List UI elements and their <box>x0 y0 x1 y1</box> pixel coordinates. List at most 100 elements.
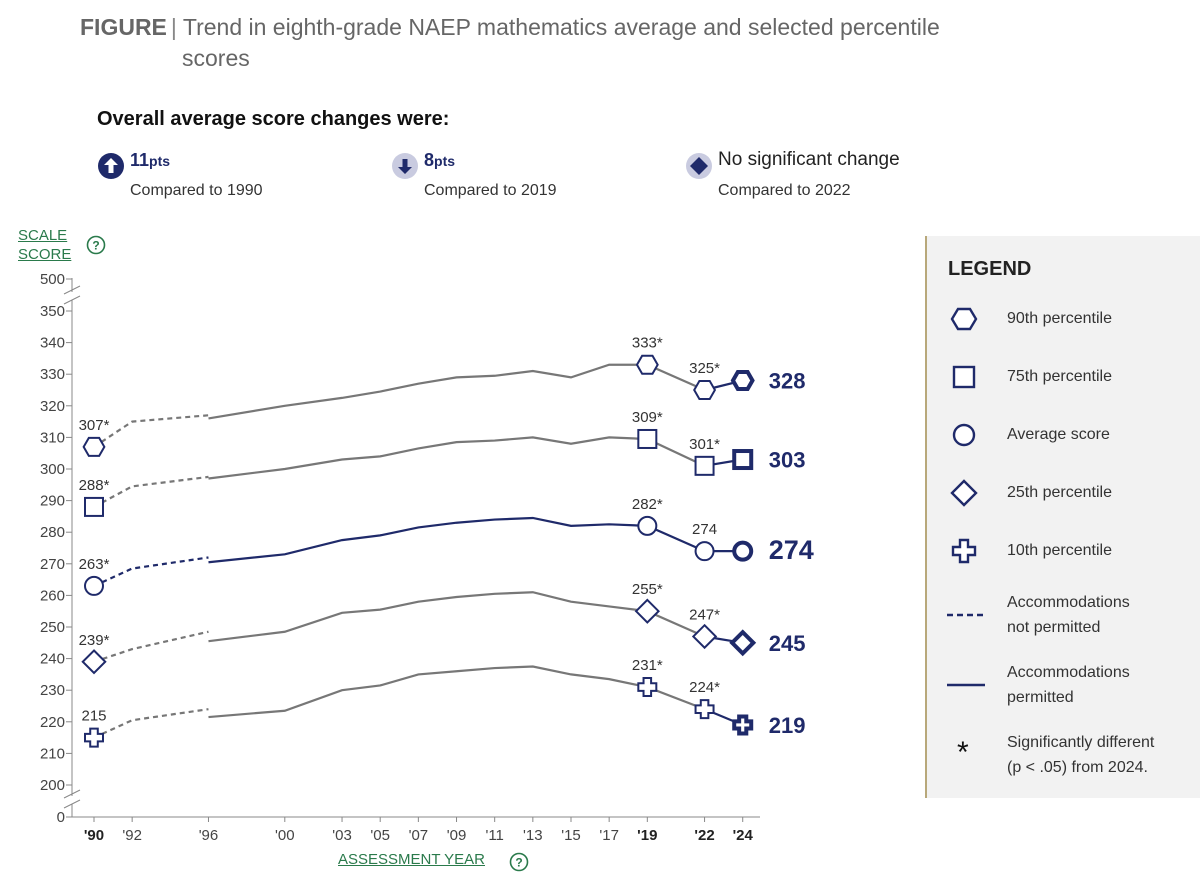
final-label-75th-percentile: 303 <box>769 448 806 473</box>
figure-title: FIGURE | Trend in eighth-grade NAEP mathem… <box>80 12 940 74</box>
x-tick-label: '17 <box>599 827 619 844</box>
y-tick-label: 200 <box>40 777 65 794</box>
y-tick-label: 260 <box>40 587 65 604</box>
series-line-acc-10th-percentile <box>208 665 705 719</box>
change-value-2019: 8pts <box>424 150 456 170</box>
figure-label: FIGURE <box>80 14 167 40</box>
down-arrow-icon <box>392 153 418 179</box>
marker-75th-percentile-2022 <box>694 455 715 476</box>
y-tick-label: 350 <box>40 303 65 320</box>
y-tick-label: 210 <box>40 745 65 762</box>
marker-average-score-1990 <box>84 575 104 596</box>
axis-break-mark <box>63 789 81 799</box>
data-label-10th-percentile-2022: 224* <box>689 679 720 696</box>
marker-average-score-2022 <box>694 541 715 562</box>
x-tick-label: '05 <box>370 827 390 844</box>
summary-heading: Overall average score changes were: <box>97 108 450 130</box>
data-label-25th-percentile-1990: 239* <box>79 632 110 649</box>
y-tick-label: 0 <box>57 809 65 826</box>
line-chart: 0 200 210 220 230 240 250 260 270 280 290 300 310 320… <box>40 271 814 844</box>
marker-25th-percentile-2022 <box>691 623 718 650</box>
x-tick-label: '90 <box>84 827 104 844</box>
title-separator: | <box>170 14 177 40</box>
y-tick-label: 250 <box>40 619 65 636</box>
x-tick-label: '13 <box>523 827 543 844</box>
marker-25th-percentile-1990 <box>81 649 107 675</box>
change-value-1990: 11pts <box>130 150 171 170</box>
data-label-90th-percentile-1990: 307* <box>79 417 110 434</box>
compared-1990: Compared to 1990 <box>130 182 263 199</box>
y-tick-label: 340 <box>40 335 65 352</box>
marker-75th-percentile-2024 <box>732 449 754 471</box>
series-line-acc-average-score <box>208 516 706 564</box>
y-tick-label: 320 <box>40 398 65 415</box>
y-tick-label: 500 <box>40 271 65 288</box>
marker-90th-percentile-1990 <box>82 436 106 457</box>
final-label-90th-percentile: 328 <box>769 369 806 394</box>
x-tick-label: '19 <box>637 827 657 844</box>
up-arrow-icon <box>98 153 124 179</box>
figure-title-line2: scores <box>182 45 250 71</box>
marker-10th-percentile-1990 <box>84 727 104 748</box>
data-label-10th-percentile-2019: 231* <box>632 657 663 674</box>
x-tick-label: '24 <box>733 827 754 844</box>
series-line-acc-25th-percentile <box>208 591 706 643</box>
y-tick-label: 300 <box>40 461 65 478</box>
y-axis-help-icon[interactable]: ? <box>86 235 106 255</box>
x-axis-title[interactable]: ASSESSMENT YEAR <box>338 851 485 868</box>
y-tick-label: 220 <box>40 714 65 731</box>
diamond-icon <box>686 153 712 179</box>
marker-25th-percentile-2019 <box>634 598 660 624</box>
data-label-25th-percentile-2022: 247* <box>689 606 720 623</box>
square-icon <box>952 365 976 389</box>
series-line-nonacc-10th-percentile <box>93 708 209 739</box>
compared-2022: Compared to 2022 <box>718 182 851 199</box>
y-tick-label: 290 <box>40 493 65 510</box>
marker-90th-percentile-2022 <box>693 380 717 400</box>
cross-icon <box>951 538 977 564</box>
data-label-75th-percentile-1990: 288* <box>79 477 110 494</box>
data-label-90th-percentile-2022: 325* <box>689 360 720 377</box>
svg-text:?: ? <box>515 856 522 870</box>
x-tick-label: '00 <box>275 827 295 844</box>
x-tick-label: '09 <box>447 827 467 844</box>
series-line-acc-75th-percentile <box>208 436 706 480</box>
dashed-line-icon <box>947 613 985 617</box>
x-tick-label: '92 <box>122 827 142 844</box>
solid-line-icon <box>947 683 985 687</box>
series-line-nonacc-75th-percentile <box>93 475 209 508</box>
asterisk-icon: * <box>957 736 969 769</box>
x-tick-label: '96 <box>199 827 219 844</box>
marker-25th-percentile-2024 <box>729 629 757 657</box>
x-axis-help-icon[interactable]: ? <box>509 852 529 872</box>
data-label-25th-percentile-2019: 255* <box>632 581 663 598</box>
data-label-75th-percentile-2019: 309* <box>632 409 663 426</box>
series-line-nonacc-90th-percentile <box>93 414 209 448</box>
final-label-average-score: 274 <box>769 535 814 565</box>
data-label-10th-percentile-1990: 215 <box>81 708 106 725</box>
series-line-nonacc-average-score <box>93 556 209 587</box>
svg-text:?: ? <box>92 239 99 253</box>
axis-break-mark <box>63 295 81 305</box>
circle-icon <box>952 423 976 447</box>
marker-10th-percentile-2019 <box>637 677 658 698</box>
data-label-average-score-2019: 282* <box>632 496 663 513</box>
hexagon-icon <box>950 307 978 331</box>
marker-90th-percentile-2024 <box>730 370 755 392</box>
x-tick-label: '07 <box>409 827 429 844</box>
final-label-25th-percentile: 245 <box>769 631 806 656</box>
legend-panel: LEGEND 90th percentile 75th percentile A… <box>925 236 1200 798</box>
y-tick-label: 330 <box>40 366 65 383</box>
final-label-10th-percentile: 219 <box>769 713 806 738</box>
marker-90th-percentile-2019 <box>635 354 659 375</box>
data-label-90th-percentile-2019: 333* <box>632 335 663 352</box>
figure-title-line1: Trend in eighth-grade NAEP mathematics a… <box>182 14 940 40</box>
marker-10th-percentile-2022 <box>694 699 715 720</box>
x-tick-label: '03 <box>332 827 352 844</box>
y-axis-title[interactable]: SCALE SCORE <box>18 227 72 263</box>
series-line-acc-90th-percentile <box>208 363 706 420</box>
marker-75th-percentile-2019 <box>637 428 658 449</box>
marker-75th-percentile-1990 <box>84 496 104 517</box>
no-change-text: No significant change <box>718 149 900 170</box>
data-label-75th-percentile-2022: 301* <box>689 436 720 453</box>
